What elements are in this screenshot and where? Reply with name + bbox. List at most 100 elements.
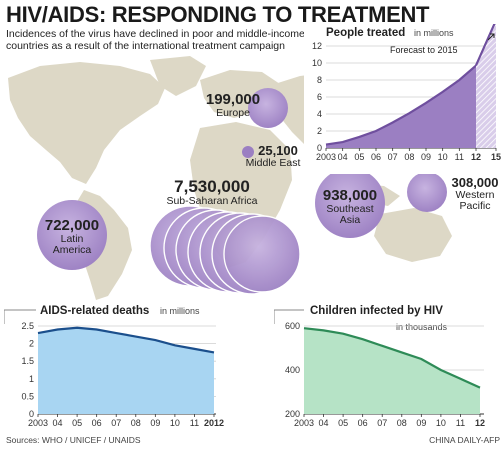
x-tick-label: 07: [388, 152, 398, 162]
x-tick-label: 09: [421, 152, 431, 162]
y-tick-label: 12: [312, 41, 322, 51]
x-tick-label: 11: [190, 418, 199, 428]
y-tick-labels: 0 2 4 6 8 10 12: [312, 41, 322, 153]
forecast-annotation: Forecast to 2015: [390, 45, 458, 55]
x-tick-label: 06: [371, 152, 381, 162]
credit-note: CHINA DAILY-AFP: [429, 435, 500, 445]
region-value: 722,000: [44, 217, 100, 234]
forecast-arrow: [487, 33, 495, 41]
x-tick-label: 04: [319, 418, 329, 428]
region-name: Southeast Asia: [326, 202, 374, 226]
middle-east-bubble: [242, 146, 254, 158]
chart-title: Children infected by HIV: [310, 305, 443, 317]
western-pacific-bubble: [407, 172, 447, 212]
x-tick-label: 12: [471, 152, 481, 162]
unit-note: in millions: [160, 306, 200, 316]
chart-title: AIDS-related deaths: [40, 305, 149, 317]
sources-note: Sources: WHO / UNICEF / UNAIDS: [6, 435, 141, 445]
x-tick-label: 08: [397, 418, 407, 428]
x-tick-label: 04: [53, 418, 63, 428]
series-line: [325, 24, 496, 146]
latin-america-label: 722,000 Latin America: [32, 218, 112, 256]
y-tick-label: 4: [317, 109, 322, 119]
x-tick-label: 10: [438, 152, 448, 162]
x-tick-label: 12: [475, 418, 485, 428]
region-name: Europe: [216, 106, 250, 119]
y-tick-label: 1.5: [21, 356, 34, 366]
europe-label: 199,000 Europe: [196, 92, 270, 119]
latin-america-bubble: [37, 200, 107, 270]
region-value: 7,530,000: [174, 177, 250, 196]
x-tick-label: 05: [338, 418, 348, 428]
europe-bubble: [248, 88, 288, 128]
chart-header: AIDS-related deaths in millions: [4, 305, 200, 324]
southeast-asia-bubble: [315, 168, 385, 238]
y-tick-labels: 200 400 600: [285, 321, 300, 419]
x-tick-label: 04: [338, 152, 348, 162]
y-tick-label: 2.5: [21, 321, 34, 331]
forecast-line: [475, 24, 496, 66]
x-tick-label: 11: [455, 152, 464, 162]
y-tick-labels: 0 0.5 1 1.5 2 2.5: [21, 321, 34, 419]
y-tick-label: 8: [317, 75, 322, 85]
series-area: [38, 327, 214, 414]
region-name: Middle East: [245, 156, 301, 169]
africa-bubble-cluster: [149, 205, 301, 295]
chart-header: Children infected by HIV in thousands: [274, 305, 448, 332]
intro-text: Incidences of the virus have declined in…: [6, 28, 305, 52]
y-tick-label: 10: [312, 58, 322, 68]
middle-east-label: 25,100 Middle East: [243, 144, 313, 169]
x-tick-label: 07: [111, 418, 121, 428]
western-pacific-label: 308,000 Western Pacific: [446, 176, 504, 212]
x-tick-label: 2012: [204, 418, 224, 428]
x-tick-label: 2003: [28, 418, 48, 428]
y-tick-label: 0: [317, 143, 322, 153]
region-value: 25,100: [258, 143, 298, 158]
x-tick-label: 08: [131, 418, 141, 428]
series-line: [37, 326, 215, 354]
series-area: [304, 328, 480, 414]
x-tick-label: 10: [170, 418, 180, 428]
y-tick-label: 2: [317, 126, 322, 136]
children-infected-chart: Children infected by HIV in thousands 20…: [274, 302, 502, 430]
x-tick-label: 2003: [316, 152, 336, 162]
x-tick-label: 06: [92, 418, 102, 428]
x-tick-label: 06: [358, 418, 368, 428]
unit-note: in millions: [414, 28, 454, 38]
chart-title: People treated: [326, 27, 405, 39]
x-tick-label: 07: [377, 418, 387, 428]
x-tick-label: 05: [354, 152, 364, 162]
series-marks: [37, 326, 215, 414]
x-tick-label: 09: [416, 418, 426, 428]
x-tick-label: 2003: [294, 418, 314, 428]
series-marks: [303, 327, 481, 414]
y-tick-label: 600: [285, 321, 300, 331]
region-name: Western Pacific: [455, 188, 495, 212]
main-title: HIV/AIDS: RESPONDING TO TREATMENT: [6, 2, 430, 27]
x-tick-labels: 2003 04 05 06 07 08 09 10 11 12: [294, 414, 485, 428]
x-tick-label: 11: [456, 418, 465, 428]
region-name: Latin America: [52, 232, 92, 256]
y-tick-label: 2: [29, 339, 34, 349]
region-value: 308,000: [451, 175, 499, 190]
y-tick-label: 0.5: [21, 391, 34, 401]
series-marks: [325, 24, 496, 148]
x-tick-labels: 2003 04 05 06 07 08 09 10 11 12 15: [316, 148, 501, 162]
y-tick-label: 1: [29, 374, 34, 384]
sub-saharan-africa-label: 7,530,000 Sub-Saharan Africa: [150, 178, 274, 207]
y-tick-label: 0: [29, 409, 34, 419]
aids-deaths-chart: AIDS-related deaths in millions 0 0.5 1 1.5…: [4, 302, 240, 430]
series-line: [303, 327, 481, 389]
x-tick-label: 08: [404, 152, 414, 162]
series-area: [326, 24, 496, 148]
region-value: 938,000: [322, 187, 378, 204]
x-tick-labels: 2003 04 05 06 07 08 09 10 11 2012: [28, 414, 224, 428]
people-treated-chart: 0 2 4 6 8 10 12 2003 04 05 06 07 08 09 10 11 12 15 Peopl…: [304, 24, 504, 174]
y-tick-label: 400: [285, 365, 300, 375]
unit-note: in thousands: [396, 322, 448, 332]
region-value: 199,000: [205, 91, 261, 108]
y-tick-label: 6: [317, 92, 322, 102]
y-tick-label: 200: [285, 409, 300, 419]
x-tick-label: 09: [150, 418, 160, 428]
